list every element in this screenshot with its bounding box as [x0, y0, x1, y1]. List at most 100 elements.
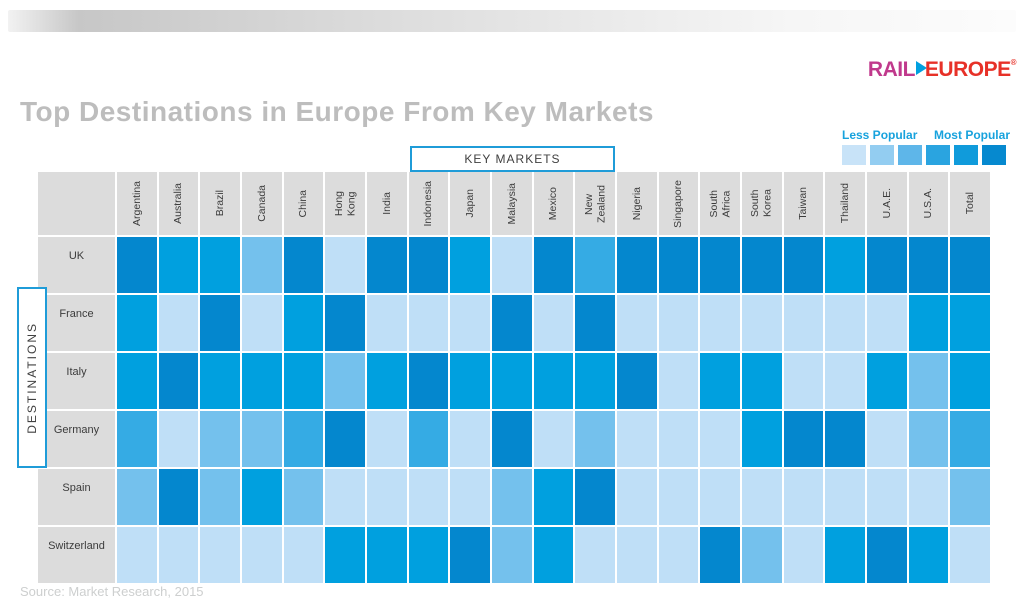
- heatmap-cell: [158, 237, 199, 293]
- column-header: South Africa: [700, 172, 740, 235]
- heatmap-cell: [325, 237, 365, 293]
- heatmap-cell: [117, 295, 157, 351]
- column-header: Nigeria: [617, 172, 657, 235]
- logo-europe-text: EUROPE: [924, 58, 1011, 81]
- column-header-label: Canada: [255, 185, 268, 222]
- heatmap-cell: [408, 353, 449, 409]
- heatmap-cell: [825, 237, 865, 293]
- rail-europe-logo: RAIL EUROPE®: [868, 58, 1017, 82]
- legend-swatch-3: [898, 145, 922, 165]
- heatmap-cell: [825, 353, 865, 409]
- heatmap-grid: Argentina Australia Brazil Canada China Hong …: [38, 172, 990, 583]
- column-header-label: Thailand: [838, 183, 851, 224]
- heatmap-cell: [200, 469, 240, 525]
- heatmap-cell: [783, 411, 824, 467]
- heatmap-cell: [617, 469, 657, 525]
- heatmap-cell: [617, 411, 657, 467]
- legend-swatch-5: [954, 145, 978, 165]
- heatmap-cell: [825, 411, 865, 467]
- heatmap-cell: [200, 237, 240, 293]
- heatmap-cell: [867, 295, 907, 351]
- heatmap-cell: [117, 527, 157, 583]
- heatmap-cell: [367, 295, 407, 351]
- source-note: Source: Market Research, 2015: [20, 584, 204, 599]
- heatmap-cell: [200, 353, 240, 409]
- legend-swatch-4: [926, 145, 950, 165]
- heatmap-cell: [117, 237, 157, 293]
- heatmap-cell: [283, 295, 324, 351]
- heatmap-cell: [742, 469, 782, 525]
- heatmap-cell: [950, 527, 990, 583]
- heatmap-cell: [658, 411, 699, 467]
- heatmap-cell: [408, 527, 449, 583]
- heatmap-cell: [867, 527, 907, 583]
- heatmap-cell: [242, 527, 282, 583]
- heatmap-cell: [367, 469, 407, 525]
- heatmap-cell: [533, 469, 574, 525]
- column-header: Hong Kong: [325, 172, 365, 235]
- key-markets-axis-label: KEY MARKETS: [410, 146, 615, 172]
- heatmap-cell: [867, 411, 907, 467]
- heatmap-cell: [908, 527, 949, 583]
- heatmap-cell: [700, 527, 740, 583]
- top-gradient-bar: [8, 10, 1016, 32]
- heatmap-cell: [575, 411, 615, 467]
- legend-swatch-1: [842, 145, 866, 165]
- column-header-label: China: [297, 189, 310, 218]
- legend-swatch-6: [982, 145, 1006, 165]
- column-header-label: Taiwan: [797, 187, 810, 220]
- heatmap-cell: [408, 295, 449, 351]
- legend-less-label: Less Popular: [842, 128, 918, 142]
- heatmap-cell: [408, 469, 449, 525]
- heatmap-cell: [325, 527, 365, 583]
- column-header: Argentina: [117, 172, 157, 235]
- column-header: China: [283, 172, 324, 235]
- column-header-label: Argentina: [130, 181, 143, 226]
- heatmap-cell: [283, 527, 324, 583]
- heatmap-cell: [783, 237, 824, 293]
- heatmap-cell: [908, 295, 949, 351]
- heatmap-cell: [783, 353, 824, 409]
- heatmap-cell: [742, 353, 782, 409]
- column-header: Australia: [158, 172, 199, 235]
- heatmap-cell: [783, 295, 824, 351]
- heatmap-cell: [242, 353, 282, 409]
- heatmap-cell: [908, 237, 949, 293]
- column-header-label: Indonesia: [422, 180, 435, 227]
- column-header-label: Hong Kong: [332, 190, 358, 217]
- column-header: Canada: [242, 172, 282, 235]
- heatmap-cell: [242, 469, 282, 525]
- heatmap-cell: [325, 353, 365, 409]
- heatmap-cell: [200, 295, 240, 351]
- column-header: New Zealand: [575, 172, 615, 235]
- column-header: Malaysia: [492, 172, 532, 235]
- heatmap-cell: [908, 353, 949, 409]
- column-header: Brazil: [200, 172, 240, 235]
- heatmap-cell: [158, 353, 199, 409]
- heatmap-cell: [617, 527, 657, 583]
- heatmap-cell: [283, 353, 324, 409]
- heatmap-cell: [742, 295, 782, 351]
- heatmap-cell: [742, 237, 782, 293]
- heatmap-cell: [700, 411, 740, 467]
- heatmap-cell: [117, 353, 157, 409]
- heatmap-cell: [492, 527, 532, 583]
- column-header: India: [367, 172, 407, 235]
- heatmap-cell: [700, 237, 740, 293]
- heatmap-cell: [242, 295, 282, 351]
- heatmap-cell: [325, 295, 365, 351]
- column-header-label: Mexico: [547, 186, 560, 221]
- heatmap-cell: [367, 353, 407, 409]
- heatmap-cell: [408, 237, 449, 293]
- heatmap-cell: [450, 527, 490, 583]
- heatmap-cell: [658, 527, 699, 583]
- logo-play-triangle-icon: [915, 61, 927, 75]
- heatmap-cell: [908, 411, 949, 467]
- heatmap-cell: [200, 411, 240, 467]
- row-label: Switzerland: [38, 527, 115, 583]
- heatmap-cell: [908, 469, 949, 525]
- legend: Less Popular Most Popular: [842, 128, 1010, 165]
- heatmap-cell: [533, 237, 574, 293]
- heatmap-cell: [158, 469, 199, 525]
